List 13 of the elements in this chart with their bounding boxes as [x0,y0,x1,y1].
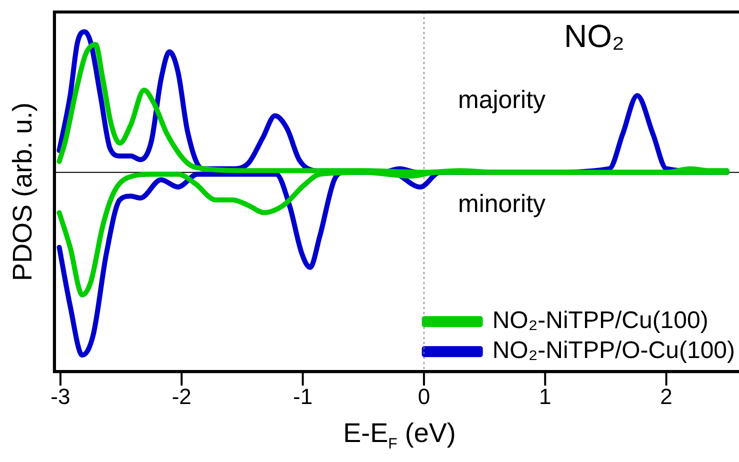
y-axis-title: PDOS (arb. u.) [8,102,38,282]
legend-label: NO₂-NiTPP/O-Cu(100) [492,337,736,364]
x-tick-label: 2 [660,384,672,409]
legend-label: NO₂-NiTPP/Cu(100) [492,307,708,334]
x-tick-label: -3 [50,384,70,409]
x-axis-title: E-E$_{F}$ (eV) [342,418,457,452]
x-tick-label: -2 [172,384,192,409]
annotation: majority [458,86,546,115]
annotation: NO₂ [564,18,624,55]
x-tick-label: -1 [293,384,313,409]
x-tick-label: 0 [418,384,430,409]
x-tick-label: 1 [539,384,552,409]
annotation: minority [458,190,546,219]
